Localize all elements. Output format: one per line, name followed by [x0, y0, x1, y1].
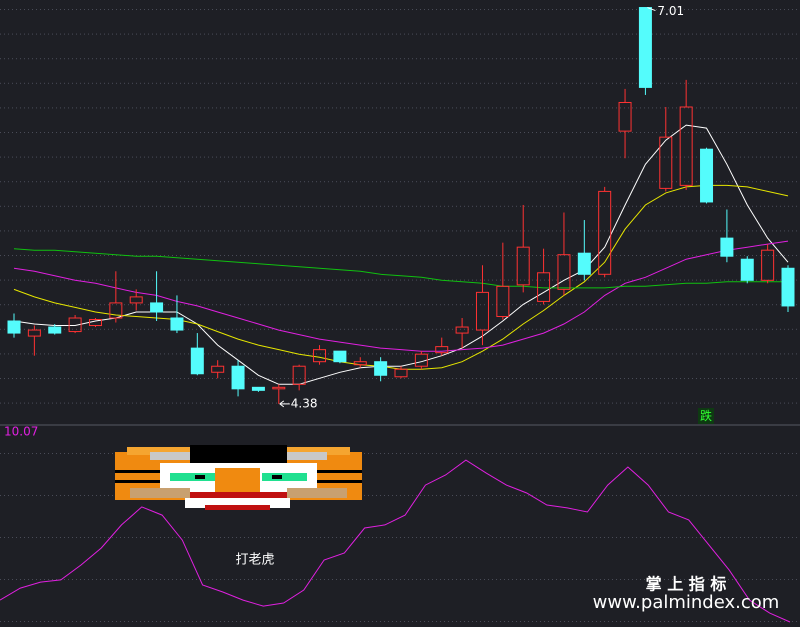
candle-body [577, 252, 591, 275]
indicator-value: 10.07 [4, 425, 38, 439]
candle-body [394, 368, 408, 378]
candle-body [129, 296, 143, 304]
candle-body [353, 361, 367, 366]
candle-body [109, 302, 123, 319]
candle-body [7, 320, 21, 334]
candle-body [190, 347, 204, 375]
ma-line [13, 248, 788, 289]
candle-body [516, 246, 530, 286]
candle-body [720, 237, 734, 257]
candle-body [211, 365, 225, 373]
candle-body [68, 317, 82, 333]
candle-body [638, 7, 652, 88]
candle-body [272, 386, 286, 390]
candle-body [740, 258, 754, 281]
candle-body [333, 350, 347, 363]
ma-line [13, 124, 789, 385]
candle-body [231, 365, 245, 390]
watermark-url: www.palmindex.com [593, 592, 780, 613]
candle-body [598, 190, 612, 275]
candle-body [659, 136, 673, 189]
candle-body [618, 101, 632, 132]
candle-body [313, 349, 327, 363]
candle-body [496, 285, 510, 317]
candle-body [455, 326, 469, 334]
candle-body [150, 302, 164, 313]
candle-body [435, 346, 449, 354]
high-label: 7.01 [657, 4, 684, 18]
signal-label: 跌 [700, 408, 712, 423]
candle-body [700, 148, 714, 203]
indicator-caption: 打老虎 [235, 553, 274, 568]
candle-body [251, 386, 265, 391]
ma-line [13, 240, 789, 352]
candle-body [761, 249, 775, 281]
candle-body [27, 329, 41, 337]
candle-body [88, 319, 102, 327]
candle-body [414, 353, 428, 367]
candle-body [537, 272, 551, 302]
low-label: 4.38 [291, 396, 318, 410]
annotation-arrow [279, 400, 285, 408]
tiger-logo [115, 445, 362, 510]
candle-body [475, 291, 489, 331]
watermark-title: 掌 上 指 标 [646, 575, 727, 594]
candle-body [48, 326, 62, 334]
candle-body [557, 254, 571, 290]
candle-body [374, 361, 388, 376]
candle-body [679, 106, 693, 186]
indicator-line [0, 459, 791, 623]
annotation-arrow [647, 7, 656, 12]
signal-box [698, 408, 714, 424]
candle-body [170, 317, 184, 331]
candle-body [292, 365, 306, 385]
background-grid [0, 0, 800, 424]
candle-body [781, 267, 795, 307]
